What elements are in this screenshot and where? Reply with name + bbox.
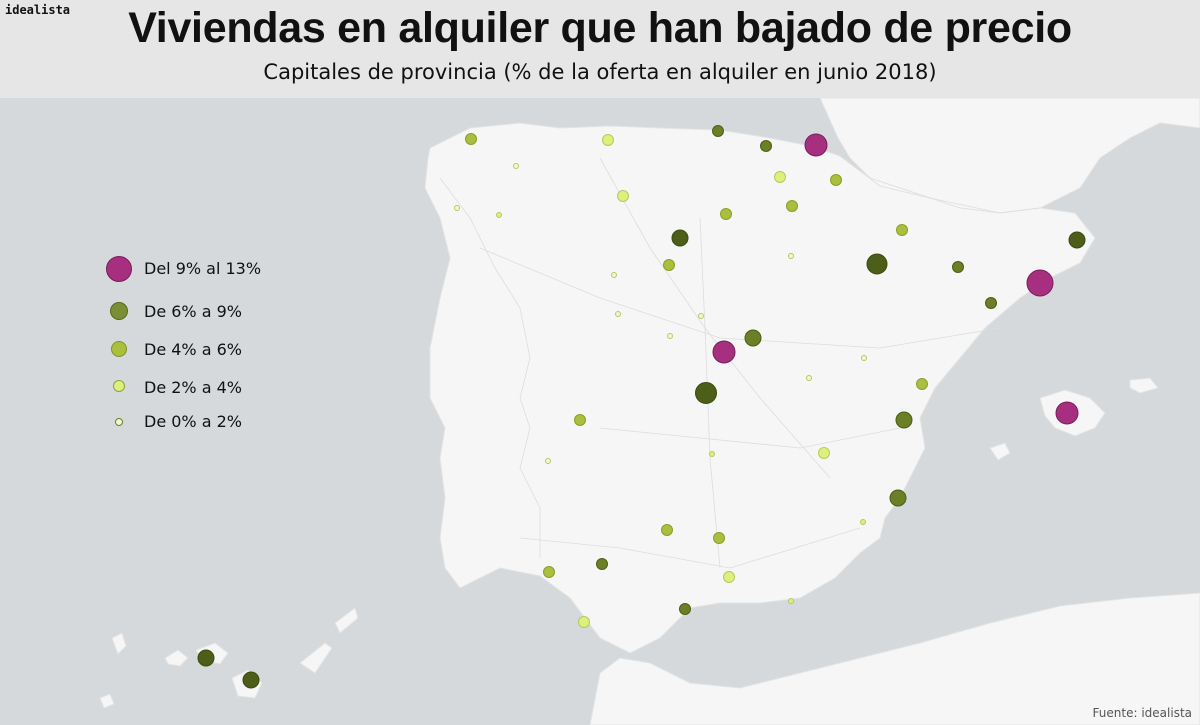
marker-bilbao	[804, 133, 828, 157]
land-canarias-5	[299, 642, 333, 674]
legend-item: De 2% a 4%	[100, 376, 320, 406]
marker-castellon	[916, 378, 928, 390]
legend: Del 9% al 13% De 6% a 9% De 4% a 6% De 2…	[100, 250, 320, 440]
marker-vigo	[496, 212, 502, 218]
legend-label: De 2% a 4%	[144, 378, 242, 397]
marker-albacete	[818, 447, 830, 459]
road-4	[519, 527, 861, 569]
land-canarias-7	[99, 693, 115, 709]
marker-tenerife	[197, 649, 215, 667]
marker-barcelona	[1026, 269, 1054, 297]
marker-sevilla	[596, 558, 608, 570]
marker-toledo	[695, 382, 717, 404]
land	[99, 98, 1200, 725]
marker-lleida	[952, 261, 964, 273]
brand-logo: idealista	[5, 3, 71, 17]
header-band: idealista Viviendas en alquiler que han …	[0, 0, 1200, 98]
marker-valencia	[895, 411, 913, 429]
border-pyrenees	[839, 155, 1041, 214]
marker-avila	[615, 311, 621, 317]
legend-swatch-0-2	[115, 418, 123, 426]
marker-ourense	[513, 163, 519, 169]
marker-cuenca	[667, 333, 673, 339]
marker-jaen	[713, 532, 725, 544]
land-canarias-1	[111, 632, 127, 655]
marker-valladolid	[671, 229, 689, 247]
legend-label: Del 9% al 13%	[144, 259, 262, 278]
marker-malaga	[679, 603, 691, 615]
marker-pamplona	[830, 174, 842, 186]
legend-label: De 6% a 9%	[144, 302, 242, 321]
marker-madrid	[712, 340, 736, 364]
road-3	[599, 427, 901, 449]
marker-caceres	[574, 414, 586, 426]
land-ibiza	[989, 442, 1011, 461]
source-note: Fuente: idealista	[1092, 706, 1192, 720]
land-canarias-6	[334, 607, 359, 634]
marker-girona	[1068, 231, 1086, 249]
legend-swatch-2-4	[113, 380, 125, 392]
legend-label: De 4% a 6%	[144, 340, 242, 359]
legend-swatch-9-13	[106, 256, 132, 282]
city-markers	[197, 125, 1086, 689]
legend-item: De 0% a 2%	[100, 410, 320, 440]
marker-salamanca	[611, 272, 617, 278]
spain-map	[99, 98, 1200, 725]
marker-santander	[712, 125, 724, 137]
land-africa	[589, 592, 1200, 725]
marker-teruel	[861, 355, 867, 361]
marker-oviedo	[602, 134, 614, 146]
road-2	[479, 247, 1001, 349]
marker-las-palmas	[242, 671, 260, 689]
marker-vitoria	[760, 140, 772, 152]
legend-item: De 4% a 6%	[100, 338, 320, 368]
marker-murcia	[709, 451, 715, 457]
land-menorca	[1129, 377, 1159, 394]
legend-swatch-4-6	[111, 341, 127, 357]
page-title: Viviendas en alquiler que han bajado de …	[128, 4, 1072, 52]
marker-palma	[1055, 401, 1079, 425]
marker-burgos	[720, 208, 732, 220]
page-subtitle: Capitales de provincia (% de la oferta e…	[263, 60, 937, 84]
marker-huelva	[543, 566, 555, 578]
marker-tarragona	[985, 297, 997, 309]
marker-segovia	[698, 313, 704, 319]
land-canarias-2	[164, 649, 189, 667]
marker-leon	[617, 190, 629, 202]
legend-item: De 6% a 9%	[100, 298, 320, 328]
marker-cartagena	[860, 519, 866, 525]
marker-zaragoza	[866, 253, 888, 275]
marker-soria	[788, 253, 794, 259]
marker-alicante	[889, 489, 907, 507]
marker-huesca	[896, 224, 908, 236]
legend-item: Del 9% al 13%	[100, 254, 320, 284]
marker-ciudad-real	[806, 375, 812, 381]
marker-lugo	[465, 133, 477, 145]
legend-swatch-6-9	[110, 302, 128, 320]
marker-san-sebastian	[774, 171, 786, 183]
marker-granada	[723, 571, 735, 583]
marker-guadalajara	[744, 329, 762, 347]
marker-cordoba	[661, 524, 673, 536]
legend-label: De 0% a 2%	[144, 412, 242, 431]
border-portugal	[439, 177, 541, 558]
marker-badajoz	[545, 458, 551, 464]
marker-logrono	[786, 200, 798, 212]
marker-cadiz	[578, 616, 590, 628]
marker-pontevedra	[454, 205, 460, 211]
marker-almeria	[788, 598, 794, 604]
marker-zamora	[663, 259, 675, 271]
